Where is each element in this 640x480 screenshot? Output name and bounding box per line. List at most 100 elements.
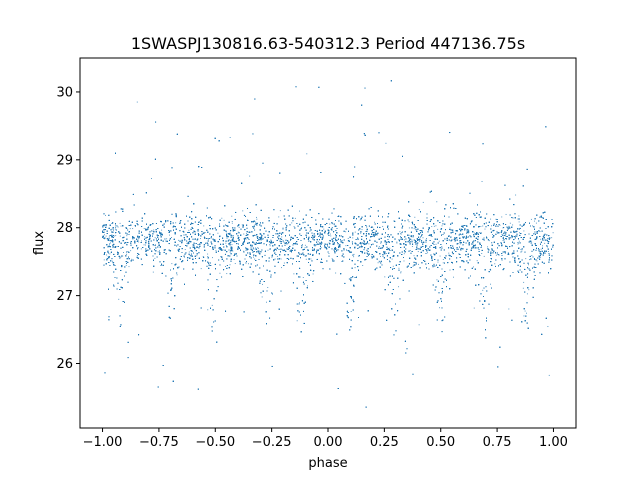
data-point xyxy=(442,262,444,264)
data-point xyxy=(409,242,411,244)
data-point xyxy=(186,242,188,244)
data-point xyxy=(255,247,256,249)
data-point xyxy=(473,307,475,309)
data-point xyxy=(196,255,198,257)
data-point xyxy=(203,225,205,227)
data-point xyxy=(473,266,474,268)
data-point xyxy=(118,298,120,300)
data-point xyxy=(505,235,507,237)
data-point xyxy=(532,225,534,227)
data-point xyxy=(490,283,492,285)
data-point xyxy=(359,219,361,221)
data-point xyxy=(522,287,524,289)
data-point xyxy=(152,271,154,273)
data-point xyxy=(294,217,296,219)
data-point xyxy=(431,236,433,237)
data-point xyxy=(217,232,219,234)
data-point xyxy=(301,243,303,245)
data-point xyxy=(523,230,525,232)
data-point xyxy=(484,228,486,230)
data-point xyxy=(400,272,402,274)
data-point xyxy=(431,226,433,227)
data-point xyxy=(306,153,308,155)
data-point xyxy=(293,226,295,228)
data-point xyxy=(233,259,235,260)
data-point xyxy=(400,232,402,234)
data-point xyxy=(520,249,522,251)
data-point xyxy=(305,258,307,260)
data-point xyxy=(231,244,233,246)
data-point xyxy=(456,248,458,250)
data-point xyxy=(238,240,240,241)
data-point xyxy=(468,232,470,234)
data-point xyxy=(466,233,467,235)
data-point xyxy=(528,259,530,261)
data-point xyxy=(389,247,391,249)
data-point xyxy=(296,320,298,322)
data-point xyxy=(453,276,455,278)
data-point xyxy=(499,224,501,226)
data-point xyxy=(512,217,514,219)
data-point xyxy=(512,224,514,226)
data-point xyxy=(508,237,510,239)
data-point xyxy=(378,246,380,248)
data-point xyxy=(307,249,308,251)
data-point xyxy=(240,234,242,236)
data-point xyxy=(438,240,440,242)
data-point xyxy=(304,255,306,257)
data-point xyxy=(400,271,402,273)
data-point xyxy=(374,221,376,223)
data-point xyxy=(435,287,437,288)
data-point xyxy=(523,281,525,283)
data-point xyxy=(414,216,416,218)
data-point xyxy=(524,310,526,312)
data-point xyxy=(417,251,419,253)
data-point xyxy=(398,286,400,288)
data-point xyxy=(422,201,424,203)
scatter-points xyxy=(102,80,554,408)
data-point xyxy=(184,256,185,258)
data-point xyxy=(249,175,251,177)
data-point xyxy=(113,235,115,237)
data-point xyxy=(117,226,119,228)
data-point xyxy=(449,227,451,229)
data-point xyxy=(159,247,161,249)
data-point xyxy=(439,307,441,309)
data-point xyxy=(483,255,485,257)
data-point xyxy=(400,236,401,237)
data-point xyxy=(502,239,504,241)
data-point xyxy=(518,215,520,217)
data-point xyxy=(331,227,333,229)
data-point xyxy=(328,253,330,254)
data-point xyxy=(231,222,233,224)
data-point xyxy=(394,238,396,240)
data-point xyxy=(304,247,306,249)
data-point xyxy=(511,237,513,239)
data-point xyxy=(542,245,544,247)
data-point xyxy=(254,258,256,260)
data-point xyxy=(270,239,272,241)
data-point xyxy=(436,201,438,203)
data-point xyxy=(413,228,415,230)
data-point xyxy=(223,219,225,221)
data-point xyxy=(150,230,152,232)
data-point xyxy=(491,242,493,244)
data-point xyxy=(509,222,511,224)
data-point xyxy=(353,253,355,255)
data-point xyxy=(502,236,504,238)
data-point xyxy=(459,243,461,245)
data-point xyxy=(422,237,424,239)
data-point xyxy=(175,222,177,224)
data-point xyxy=(222,249,224,251)
data-point xyxy=(120,225,122,227)
data-point xyxy=(361,229,363,231)
data-point xyxy=(115,235,117,237)
data-point xyxy=(491,225,492,227)
data-point xyxy=(333,260,335,262)
data-point xyxy=(372,226,374,228)
data-point xyxy=(324,247,326,249)
data-point xyxy=(311,249,313,251)
data-point xyxy=(439,255,441,257)
data-point xyxy=(526,293,528,295)
